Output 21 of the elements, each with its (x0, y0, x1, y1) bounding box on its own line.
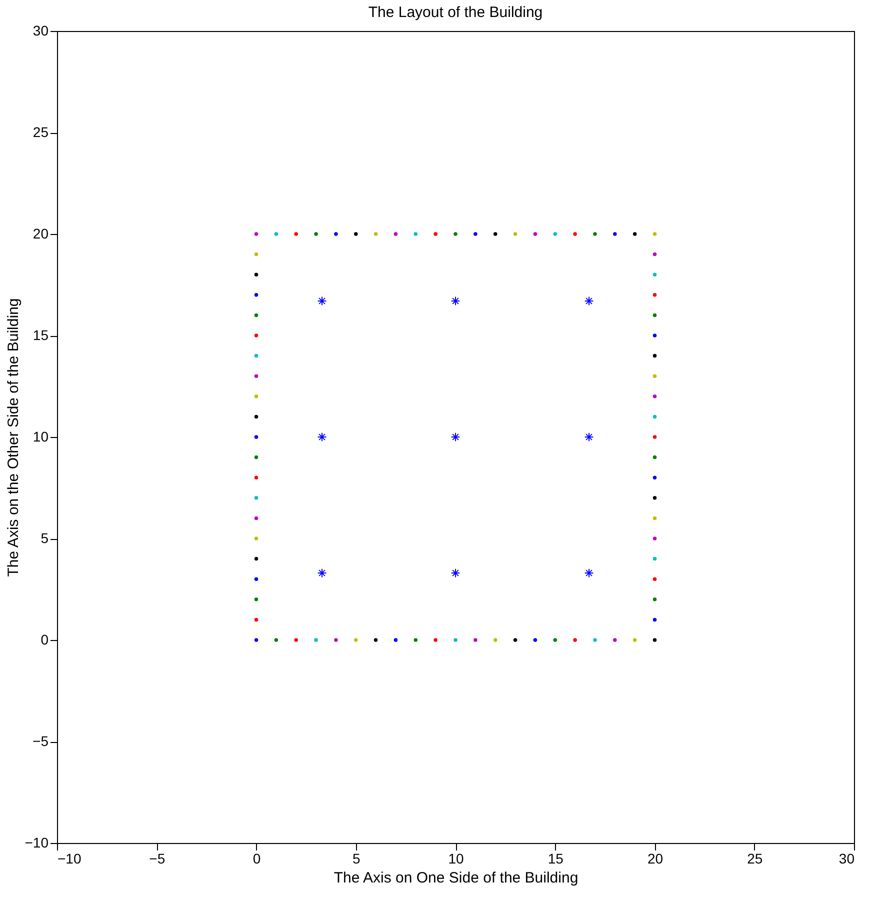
x-tick-label: 30 (838, 850, 855, 866)
x-tick-label: 5 (352, 850, 360, 866)
x-tick-label: −5 (149, 850, 166, 866)
y-tick-label: 5 (40, 530, 49, 546)
x-tick-label: 20 (647, 850, 664, 866)
x-tick-label: 15 (548, 850, 564, 866)
y-tick-label: −5 (32, 733, 49, 749)
chart-title: The Layout of the Building (368, 4, 543, 21)
x-tick-label: 25 (747, 850, 763, 866)
x-axis-title: The Axis on One Side of the Building (334, 870, 578, 886)
y-tick-label: 0 (40, 632, 49, 648)
y-tick-label: 20 (32, 226, 49, 242)
y-tick-label: 30 (32, 22, 49, 38)
y-tick-label: 10 (32, 428, 49, 444)
y-tick-label: −10 (24, 834, 49, 850)
x-tick-label: −10 (58, 850, 82, 866)
y-tick-label: 25 (32, 124, 49, 140)
y-axis-title: The Axis on the Other Side of the Building (4, 298, 22, 577)
y-tick-label: 15 (32, 327, 49, 343)
x-tick-label: 0 (252, 850, 261, 866)
x-tick-label: 10 (448, 850, 464, 866)
